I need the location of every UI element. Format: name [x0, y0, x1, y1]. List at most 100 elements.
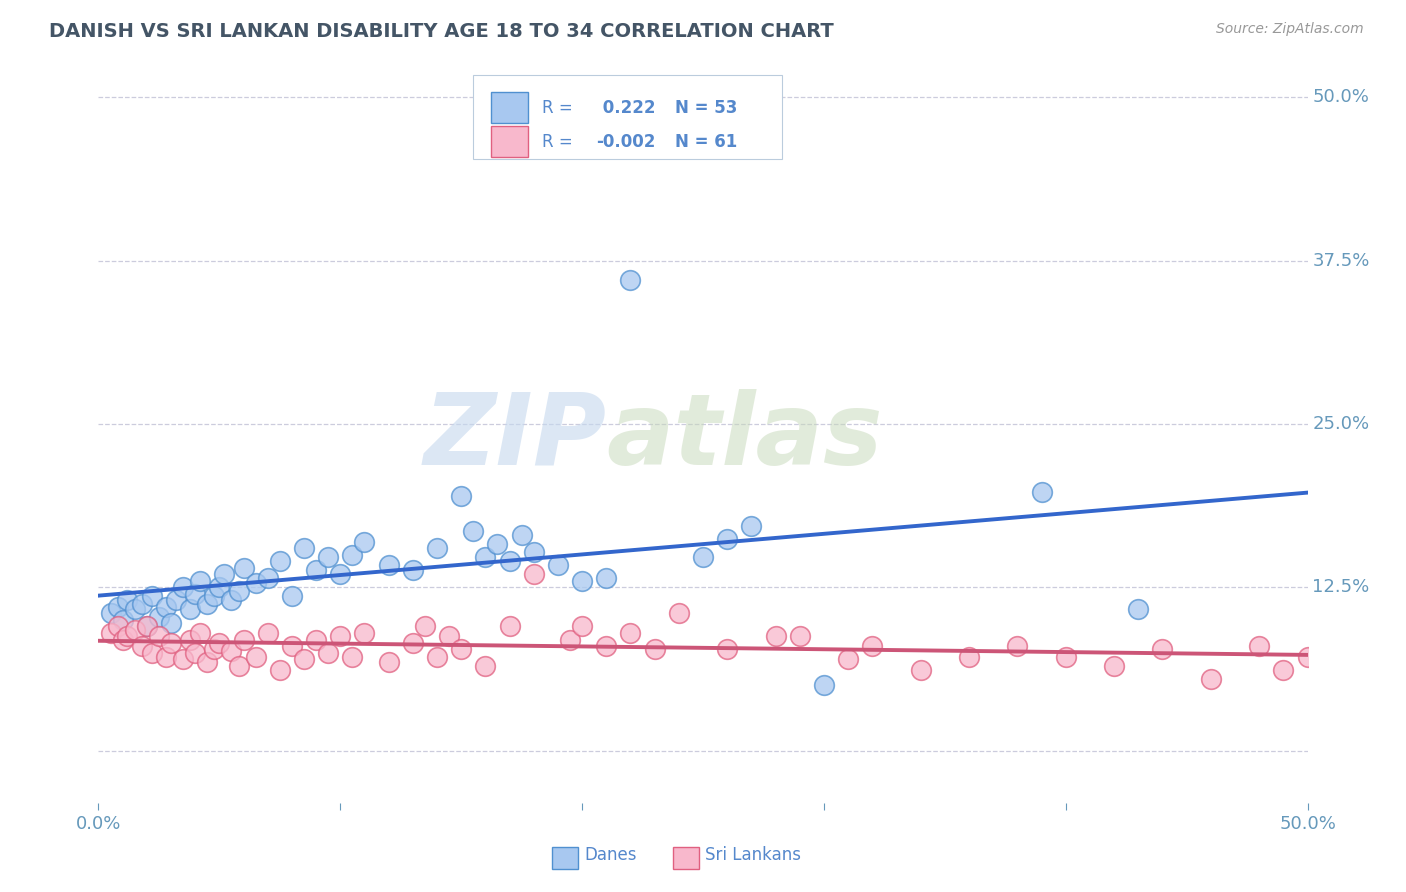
Point [292, 652, 315, 666]
Point [100, 626, 122, 640]
Point [184, 646, 207, 660]
Point [1296, 649, 1319, 664]
Text: 25.0%: 25.0% [1312, 415, 1369, 433]
Point [292, 541, 315, 555]
Text: Sri Lankans: Sri Lankans [706, 847, 801, 864]
Text: 37.5%: 37.5% [1312, 252, 1369, 269]
Point [1249, 639, 1271, 653]
FancyBboxPatch shape [474, 75, 782, 159]
Point [353, 534, 375, 549]
Point [221, 644, 243, 658]
Point [1272, 663, 1295, 677]
Point [160, 615, 183, 630]
Point [107, 599, 129, 614]
Point [547, 558, 569, 573]
FancyBboxPatch shape [551, 847, 578, 869]
FancyBboxPatch shape [492, 93, 527, 123]
Point [668, 607, 690, 621]
Point [148, 629, 170, 643]
Point [402, 563, 425, 577]
Point [692, 550, 714, 565]
Point [716, 532, 738, 546]
Point [148, 610, 170, 624]
Point [463, 524, 485, 538]
Point [498, 619, 520, 633]
Text: ZIP: ZIP [423, 389, 606, 485]
Point [107, 619, 129, 633]
Point [377, 655, 399, 669]
Point [111, 613, 134, 627]
Point [571, 619, 593, 633]
Point [131, 639, 153, 653]
Point [1199, 672, 1222, 686]
Point [413, 619, 436, 633]
Point [256, 571, 278, 585]
Point [342, 649, 364, 664]
Point [329, 629, 352, 643]
Point [1054, 649, 1077, 664]
Point [135, 619, 157, 633]
Point [377, 558, 399, 573]
Point [131, 597, 153, 611]
Point [316, 550, 339, 565]
Point [316, 646, 339, 660]
Point [269, 554, 291, 568]
Point [426, 649, 449, 664]
Point [124, 602, 146, 616]
Point [221, 593, 243, 607]
Text: 12.5%: 12.5% [1312, 578, 1369, 596]
Point [619, 626, 641, 640]
Point [486, 537, 509, 551]
Point [716, 641, 738, 656]
Point [789, 629, 811, 643]
Point [1152, 641, 1174, 656]
Point [305, 632, 328, 647]
Text: -0.002: -0.002 [596, 133, 657, 151]
Text: N = 61: N = 61 [675, 133, 737, 151]
Point [135, 619, 157, 633]
Point [329, 567, 352, 582]
Point [212, 567, 235, 582]
Point [195, 597, 218, 611]
Text: 50.0%: 50.0% [1312, 88, 1369, 106]
Point [281, 639, 304, 653]
Point [474, 550, 496, 565]
Point [155, 649, 177, 664]
Text: Danes: Danes [585, 847, 637, 864]
Point [245, 649, 267, 664]
Point [1007, 639, 1029, 653]
Point [1128, 602, 1150, 616]
FancyBboxPatch shape [672, 847, 699, 869]
Point [837, 652, 859, 666]
Point [100, 607, 122, 621]
Point [342, 548, 364, 562]
Point [523, 545, 546, 559]
Point [305, 563, 328, 577]
Text: atlas: atlas [606, 389, 883, 485]
Point [402, 636, 425, 650]
Point [256, 626, 278, 640]
Point [188, 626, 211, 640]
Point [437, 629, 460, 643]
Point [141, 590, 163, 604]
Point [474, 658, 496, 673]
Point [232, 560, 254, 574]
Point [558, 632, 581, 647]
Point [426, 541, 449, 555]
Point [619, 273, 641, 287]
Point [179, 602, 201, 616]
Point [155, 599, 177, 614]
Point [124, 624, 146, 638]
Text: Source: ZipAtlas.com: Source: ZipAtlas.com [1216, 22, 1364, 37]
Point [910, 663, 932, 677]
Point [160, 636, 183, 650]
Point [765, 629, 787, 643]
Point [204, 641, 226, 656]
Point [281, 590, 304, 604]
Text: N = 53: N = 53 [675, 99, 738, 117]
Point [165, 593, 187, 607]
Point [204, 590, 226, 604]
Point [111, 632, 134, 647]
Point [571, 574, 593, 588]
Point [595, 571, 617, 585]
